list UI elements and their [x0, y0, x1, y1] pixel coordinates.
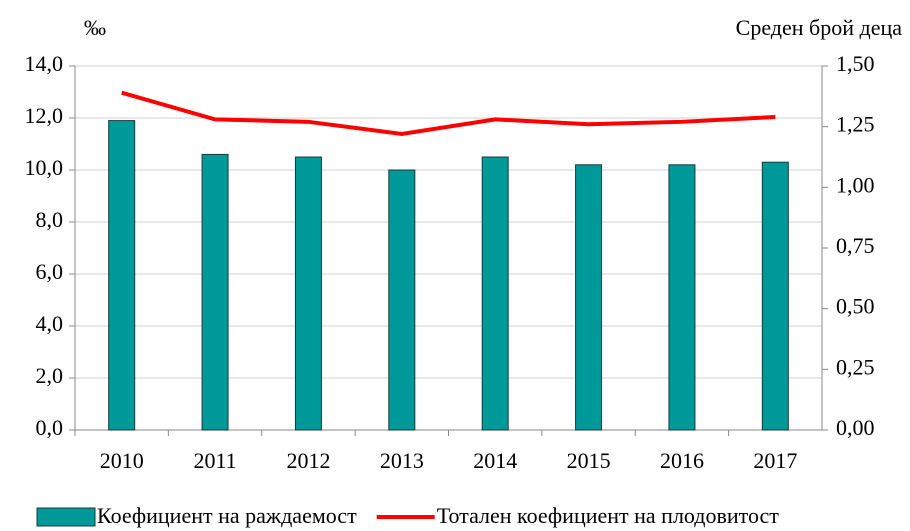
x-tick-label: 2016 [660, 448, 704, 473]
y2-tick-label: 1,00 [836, 172, 875, 197]
x-tick-label: 2017 [753, 448, 797, 473]
y2-tick-label: 0,75 [836, 233, 875, 258]
x-tick-label: 2014 [473, 448, 517, 473]
x-tick-label: 2010 [100, 448, 144, 473]
bar [201, 153, 229, 431]
x-tick-label: 2011 [193, 448, 236, 473]
x-tick-label: 2015 [567, 448, 611, 473]
legend-label: Тотален коефициент на плодовитост [437, 503, 780, 528]
legend-label: Коефициент на раждаемост [97, 503, 357, 528]
bar [108, 120, 136, 431]
bar [481, 156, 509, 431]
y2-tick-label: 1,25 [836, 112, 875, 137]
bar [575, 164, 603, 431]
y2-tick-label: 0,25 [836, 354, 875, 379]
line [121, 90, 776, 136]
bar [761, 161, 789, 431]
bar [668, 164, 696, 431]
y-tick-label: 4,0 [36, 311, 64, 336]
y-tick-label: 2,0 [36, 363, 64, 388]
y-axis-label: ‰ [84, 15, 106, 40]
y-tick-label: 10,0 [25, 155, 64, 180]
x-tick-label: 2013 [380, 448, 424, 473]
y2-axis-label: Среден брой деца [736, 15, 903, 40]
legend-swatch [36, 507, 96, 527]
y-tick-label: 8,0 [36, 207, 64, 232]
bar [388, 169, 416, 431]
x-tick-label: 2012 [286, 448, 330, 473]
y-tick-label: 0,0 [36, 415, 64, 440]
y2-tick-label: 1,50 [836, 51, 875, 76]
y2-tick-label: 0,50 [836, 294, 875, 319]
y-tick-label: 12,0 [25, 103, 64, 128]
y-tick-label: 6,0 [36, 259, 64, 284]
y2-tick-label: 0,00 [836, 415, 875, 440]
y-tick-label: 14,0 [25, 51, 64, 76]
bar [294, 156, 322, 431]
